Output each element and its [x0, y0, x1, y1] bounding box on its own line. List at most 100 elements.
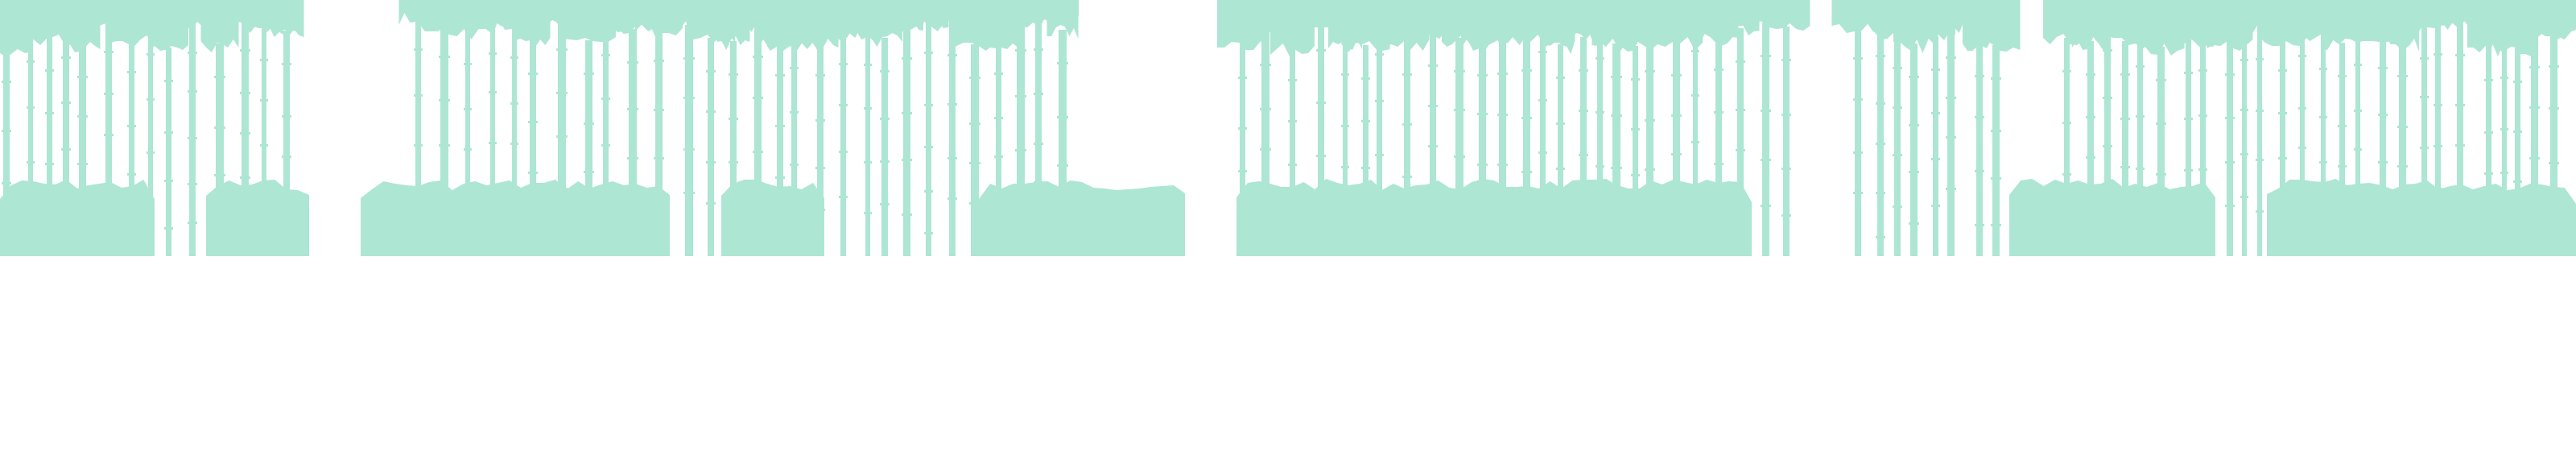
bamboo-stalk-shape: [777, 42, 783, 256]
bamboo-stalk-shape: [2354, 237, 2362, 239]
bamboo-stalk-shape: [1933, 36, 1938, 256]
bamboo-stalk-shape: [2240, 109, 2248, 111]
bamboo-stalk-shape: [1454, 200, 1465, 202]
bamboo-stalk-shape: [655, 27, 663, 256]
bamboo-stalk-shape: [260, 188, 268, 190]
bamboo-stalk-shape: [556, 135, 568, 138]
bamboo-stalk-shape: [556, 92, 568, 94]
bamboo-stalk-shape: [2184, 169, 2193, 172]
bamboo-stalk-shape: [1737, 28, 1744, 256]
bamboo-stalk-shape: [2319, 68, 2327, 70]
bamboo-stalk-shape: [47, 37, 52, 256]
bamboo-stalk-shape: [1015, 95, 1026, 97]
bamboo-stalk-shape: [706, 110, 716, 113]
bamboo-stalk-shape: [1975, 170, 1984, 172]
bamboo-stalk-shape: [77, 206, 88, 209]
bamboo-stalk-shape: [464, 148, 472, 151]
bamboo-stalk-shape: [971, 44, 979, 256]
bamboo-stalk-shape: [1714, 111, 1724, 114]
bamboo-stalk-shape: [240, 176, 250, 179]
bamboo-stalk-shape: [2455, 104, 2465, 106]
bamboo-stalk-shape: [864, 64, 872, 66]
bamboo-stalk-shape: [2184, 72, 2193, 74]
bamboo-canopy-shape: [2061, 0, 2576, 32]
bamboo-stalk-shape: [996, 40, 1001, 256]
bamboo-stalk-shape: [1260, 64, 1271, 66]
bamboo-stalk-shape: [1497, 202, 1508, 205]
bamboo-stalk-shape: [1430, 32, 1436, 256]
bamboo-stalk-shape: [439, 197, 450, 200]
bamboo-stalk-shape: [1477, 113, 1488, 115]
bamboo-stalk-shape: [2240, 59, 2248, 61]
bamboo-stalk-shape: [629, 29, 637, 256]
bamboo-stalk-shape: [1402, 230, 1412, 232]
bamboo-stalk-shape: [2256, 110, 2264, 112]
bamboo-stalk-shape: [1853, 98, 1863, 101]
bamboo-stalk-shape: [490, 20, 495, 256]
bamboo-stalk-shape: [880, 160, 890, 163]
bamboo-stalk-shape: [164, 80, 173, 82]
bamboo-stalk-shape: [1034, 234, 1043, 237]
bamboo-stalk-shape: [729, 161, 738, 164]
bamboo-stalk-shape: [2137, 33, 2143, 256]
bamboo-stalk-shape: [214, 76, 225, 78]
bamboo-stalk-shape: [730, 41, 737, 256]
bamboo-stalk-shape: [839, 151, 848, 153]
bamboo-stalk-shape: [2, 81, 11, 83]
bamboo-canopy-shape: [1852, 0, 1996, 29]
bamboo-stalk-shape: [2200, 37, 2206, 256]
bamboo-stalk-shape: [1736, 109, 1745, 111]
bamboo-stalk-shape: [947, 157, 957, 160]
bamboo-stalk-shape: [969, 77, 980, 79]
bamboo-stalk-shape: [1521, 69, 1532, 72]
bamboo-stalk-shape: [1316, 205, 1326, 208]
bamboo-stalk-shape: [2136, 215, 2145, 218]
bamboo-stalk-shape: [2156, 122, 2166, 125]
bamboo-stalk-shape: [1341, 211, 1349, 213]
bamboo-stalk-shape: [706, 161, 716, 164]
bamboo-stalk-shape: [2122, 41, 2128, 256]
bamboo-stalk-shape: [1931, 112, 1940, 114]
bamboo-stalk-shape: [2, 228, 11, 230]
bamboo-stalk-shape: [2354, 148, 2362, 151]
bamboo-stalk-shape: [1057, 62, 1068, 64]
bamboo-stalk-shape: [77, 76, 88, 78]
bamboo-stalk-shape: [654, 208, 664, 210]
bamboo-stalk-shape: [2319, 205, 2327, 208]
bamboo-stalk-shape: [775, 125, 785, 127]
bamboo-stalk-shape: [2278, 204, 2287, 206]
bamboo-stalk-shape: [45, 69, 54, 72]
bamboo-stalk-shape: [1035, 16, 1042, 256]
bamboo-stalk-shape: [1261, 31, 1269, 256]
bamboo-stalk-shape: [2, 182, 11, 184]
bamboo-stalk-shape: [627, 61, 638, 64]
bamboo-stalk-shape: [188, 90, 197, 93]
bamboo-stalk-shape: [1428, 105, 1438, 107]
bamboo-stalk-shape: [1931, 158, 1940, 160]
bamboo-stalk-shape: [601, 229, 610, 231]
bamboo-stalk-shape: [2434, 236, 2442, 238]
bamboo-stalk-shape: [2184, 118, 2193, 120]
bamboo-stalk-shape: [753, 97, 763, 99]
bamboo-stalk-shape: [902, 112, 912, 114]
bamboo-stalk-shape: [2136, 115, 2145, 118]
bamboo-stalk-shape: [2198, 209, 2207, 211]
bamboo-stalk-shape: [2319, 116, 2327, 118]
bamboo-stalk-shape: [1523, 37, 1530, 256]
bamboo-stalk-shape: [1402, 123, 1412, 126]
bamboo-stalk-shape: [775, 226, 785, 229]
bamboo-stalk-shape: [2500, 77, 2508, 79]
bamboo-stalk-shape: [556, 188, 568, 190]
bamboo-stalk-shape: [2549, 162, 2559, 164]
bamboo-stalk-shape: [2298, 191, 2306, 193]
bamboo-stalk-shape: [510, 229, 518, 231]
bamboo-stalk-shape: [1057, 116, 1068, 118]
bamboo-stalk-shape: [27, 210, 35, 213]
bamboo-stalk-shape: [61, 56, 71, 59]
bamboo-stalk-shape: [654, 109, 664, 111]
bamboo-stalk-shape: [1318, 17, 1324, 256]
bamboo-stalk-shape: [2225, 205, 2235, 207]
bamboo-stalk-shape: [1645, 213, 1655, 215]
bamboo-stalk-shape: [584, 72, 594, 75]
